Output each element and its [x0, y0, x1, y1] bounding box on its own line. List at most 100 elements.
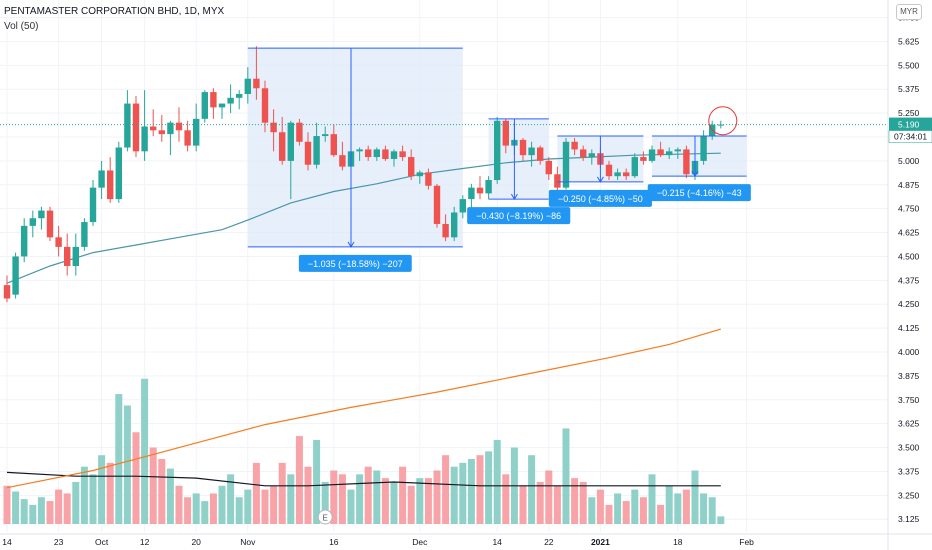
- candle-body: [279, 132, 286, 161]
- candle-body: [296, 122, 303, 142]
- measure-arrow-head: [510, 193, 518, 201]
- volume-bar: [433, 470, 441, 524]
- volume-bar: [717, 516, 725, 524]
- measure-arrow-head: [691, 170, 699, 178]
- candle-body: [485, 180, 492, 194]
- volume-bar: [37, 497, 45, 524]
- volume-bar: [485, 451, 493, 524]
- volume-bar: [528, 455, 536, 524]
- volume-bar: [29, 504, 37, 524]
- price-tick-label: 5.250: [898, 108, 920, 118]
- candle-body: [98, 170, 105, 188]
- volume-bar: [381, 478, 389, 524]
- time-tick-label: Feb: [739, 537, 754, 547]
- volume-ma-line: [6, 471, 721, 487]
- volume-bar: [80, 466, 88, 524]
- candle-body: [614, 172, 621, 177]
- measure-label: −0.430 (−8.19%) −86: [476, 211, 561, 221]
- volume-bar: [3, 485, 11, 524]
- volume-bar: [493, 439, 501, 524]
- volume-bar: [605, 504, 613, 524]
- candle-body: [476, 187, 484, 194]
- price-tick-label: 4.500: [898, 251, 920, 261]
- last-price-tag: [889, 117, 932, 131]
- price-tick-label: 4.250: [898, 299, 920, 309]
- volume-bar: [55, 489, 63, 524]
- candle-body: [433, 185, 441, 224]
- last-price-value: 5.190: [898, 120, 920, 130]
- volume-bar: [270, 485, 278, 524]
- currency-badge[interactable]: MYR: [896, 4, 922, 20]
- time-tick-label: 20: [191, 537, 201, 547]
- candle-body: [72, 246, 79, 266]
- volume-bar: [708, 497, 716, 524]
- volume-bar: [700, 493, 708, 524]
- price-tick-label: 3.875: [898, 371, 920, 381]
- time-tick-label: Oct: [95, 537, 109, 547]
- candle-body: [399, 151, 406, 158]
- price-tick-label: 3.625: [898, 419, 920, 429]
- volume-bar: [123, 405, 131, 524]
- candle-body: [236, 94, 243, 98]
- candle-body: [158, 130, 165, 135]
- volume-bar: [648, 474, 656, 524]
- candle-body: [683, 149, 690, 175]
- candle-body: [605, 164, 613, 177]
- volume-bar: [682, 489, 690, 524]
- price-tick-label: 3.125: [898, 514, 920, 524]
- candle-body: [89, 187, 97, 223]
- volume-bar: [278, 462, 286, 524]
- measure-arrow-head: [596, 176, 604, 183]
- volume-bar: [424, 478, 432, 524]
- volume-bar: [622, 501, 630, 524]
- time-tick-label: Dec: [412, 537, 428, 547]
- volume-bar: [12, 491, 20, 524]
- volume-bar: [218, 485, 226, 524]
- measure-label-box: [298, 254, 412, 272]
- candle-body: [588, 153, 595, 158]
- candle-body: [55, 237, 62, 247]
- candle-body: [287, 122, 294, 161]
- volume-bar: [158, 459, 166, 524]
- candle-body: [124, 103, 131, 148]
- candle-body: [545, 160, 552, 175]
- candle-body: [141, 126, 148, 152]
- price-tick-label: 4.625: [898, 228, 920, 238]
- candle-body: [81, 222, 88, 247]
- candle-body: [700, 136, 707, 161]
- volume-bar: [287, 474, 295, 524]
- candle-body: [175, 122, 183, 131]
- volume-bar: [244, 489, 252, 524]
- volume-bar: [106, 462, 114, 524]
- volume-indicator-label[interactable]: Vol (50): [4, 21, 39, 32]
- volume-bar: [347, 489, 355, 524]
- candle-body: [674, 149, 681, 152]
- volume-bar: [98, 455, 106, 524]
- volume-bar: [356, 474, 364, 524]
- volume-bar: [373, 470, 381, 524]
- candle-body: [451, 212, 458, 238]
- candle-body: [657, 149, 664, 156]
- candle-body: [537, 147, 544, 161]
- time-tick-label: 18: [673, 537, 683, 547]
- price-tick-label: 5.500: [898, 60, 920, 70]
- candle-body: [3, 285, 11, 299]
- volume-bar: [596, 489, 604, 524]
- candle-body: [580, 149, 587, 158]
- volume-bar: [545, 470, 553, 524]
- candle-body: [201, 92, 208, 119]
- volume-bar: [132, 432, 140, 524]
- candle-body: [322, 134, 329, 137]
- time-tick-label: 22: [544, 537, 554, 547]
- candle-body: [459, 199, 466, 213]
- candle-body: [167, 122, 174, 135]
- symbol-title: PENTAMASTER CORPORATION BHD, 1D, MYX: [4, 6, 225, 17]
- volume-bar: [321, 481, 329, 524]
- candle-body: [46, 210, 54, 238]
- volume-bar: [261, 489, 269, 524]
- earnings-marker: [317, 509, 333, 525]
- price-tick-label: 5.000: [898, 156, 920, 166]
- volume-bar: [46, 501, 54, 524]
- candle-body: [442, 223, 449, 238]
